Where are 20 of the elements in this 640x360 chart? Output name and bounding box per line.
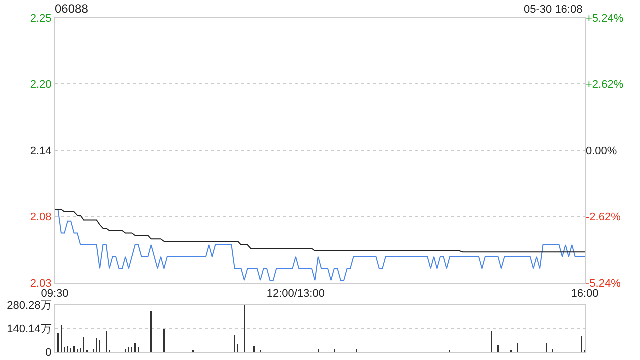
- x-tick-label: 09:30: [41, 288, 69, 300]
- y-tick-label: 140.14万: [7, 323, 52, 336]
- y2-tick-label: -5.24%: [586, 278, 622, 290]
- y-tick-label: 2.25: [30, 12, 52, 25]
- y-tick-label: 2.08: [30, 212, 52, 224]
- line-series: [55, 209, 585, 253]
- y-tick-label: 0: [46, 346, 52, 359]
- chart-title: 06088: [55, 2, 89, 16]
- y-tick-label: 280.28万: [7, 300, 52, 312]
- x-tick-label: 12:00/13:00: [266, 288, 325, 300]
- y2-tick-label: 0.00%: [586, 145, 618, 158]
- y-tick-label: 2.20: [30, 79, 52, 92]
- y-tick-label: 2.03: [30, 278, 52, 290]
- line-series: [55, 209, 585, 282]
- y-tick-label: 2.14: [30, 145, 52, 158]
- y2-tick-label: +2.62%: [586, 79, 624, 92]
- text: 05-30 16:08: [524, 4, 583, 16]
- y2-tick-label: -2.62%: [586, 212, 622, 224]
- x-tick-label: 16:00: [571, 288, 599, 300]
- y2-tick-label: +5.24%: [586, 12, 624, 25]
